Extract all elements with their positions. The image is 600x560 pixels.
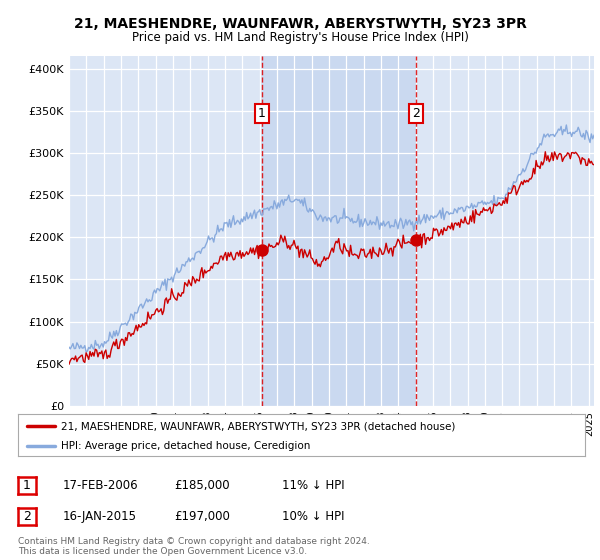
Text: 21, MAESHENDRE, WAUNFAWR, ABERYSTWYTH, SY23 3PR: 21, MAESHENDRE, WAUNFAWR, ABERYSTWYTH, S… <box>74 17 526 31</box>
Text: Contains HM Land Registry data © Crown copyright and database right 2024.: Contains HM Land Registry data © Crown c… <box>18 538 370 547</box>
Text: Price paid vs. HM Land Registry's House Price Index (HPI): Price paid vs. HM Land Registry's House … <box>131 31 469 44</box>
Text: 2: 2 <box>412 107 420 120</box>
Bar <box>262 56 416 406</box>
Text: 21, MAESHENDRE, WAUNFAWR, ABERYSTWYTH, SY23 3PR (detached house): 21, MAESHENDRE, WAUNFAWR, ABERYSTWYTH, S… <box>61 421 455 431</box>
Text: 10% ↓ HPI: 10% ↓ HPI <box>282 510 344 523</box>
Text: 1: 1 <box>258 107 266 120</box>
Text: 16-JAN-2015: 16-JAN-2015 <box>63 510 137 523</box>
Text: 2: 2 <box>23 510 31 523</box>
Text: HPI: Average price, detached house, Ceredigion: HPI: Average price, detached house, Cere… <box>61 441 310 451</box>
Text: 17-FEB-2006: 17-FEB-2006 <box>63 479 139 492</box>
Text: This data is licensed under the Open Government Licence v3.0.: This data is licensed under the Open Gov… <box>18 548 307 557</box>
Text: 1: 1 <box>23 479 31 492</box>
Text: £197,000: £197,000 <box>174 510 230 523</box>
Text: £185,000: £185,000 <box>174 479 230 492</box>
Text: 11% ↓ HPI: 11% ↓ HPI <box>282 479 344 492</box>
